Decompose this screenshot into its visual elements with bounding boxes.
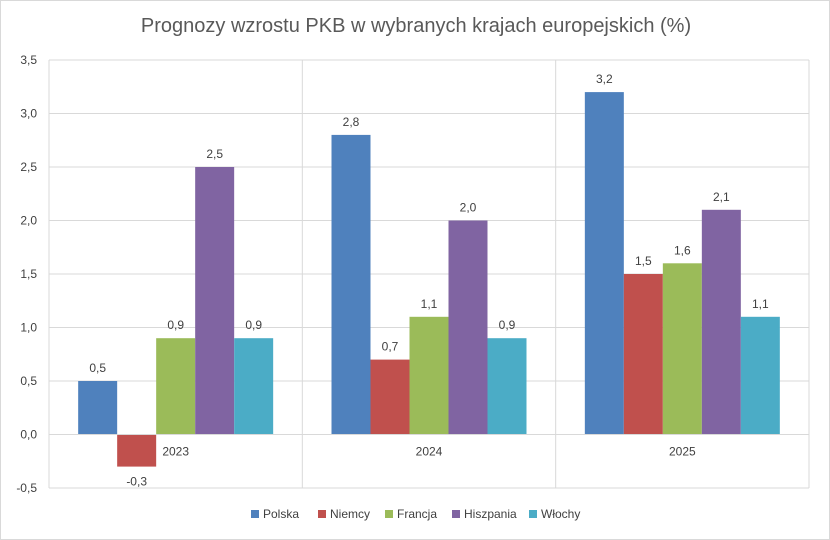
bar-niemcy [370,359,410,435]
bar-polska [584,92,624,435]
legend-label: Francja [397,507,437,521]
data-label: 1,5 [635,254,652,268]
chart-title: Prognozy wzrostu PKB w wybranych krajach… [140,15,692,37]
data-label: 1,6 [674,243,691,257]
bar-niemcy [623,274,663,435]
data-label: 1,1 [752,297,769,311]
data-label: 0,9 [499,318,516,332]
x-axis-categories: 2023 2024 2025 [162,445,696,459]
bar-hiszpania [448,220,488,435]
legend-label: Włochy [541,507,580,521]
bar-polska [78,381,118,435]
y-axis-ticks: -0,5 0,0 0,5 1,0 1,5 2,0 2,5 3,0 3,5 [16,53,37,495]
bar-polska [331,134,371,435]
legend-swatch-francja [385,510,393,518]
y-tick-label: 1,0 [20,321,37,335]
y-tick-label: 2,0 [20,214,37,228]
data-label: 0,9 [245,318,262,332]
y-tick-label: -0,5 [16,481,37,495]
legend-label: Hiszpania [464,507,517,521]
data-label: 0,9 [167,318,184,332]
data-label: 2,1 [713,190,730,204]
bar-niemcy [117,434,157,467]
legend-label: Niemcy [330,507,370,521]
data-label: 1,1 [421,297,438,311]
bar-hiszpania [195,167,235,435]
data-label: 3,2 [596,72,613,86]
data-label: 0,7 [382,340,399,354]
data-label: 2,0 [460,201,477,215]
y-tick-label: 2,5 [20,160,37,174]
x-category-label: 2023 [162,445,189,459]
x-category-label: 2024 [416,445,443,459]
data-label: -0,3 [126,475,147,489]
bar-hiszpania [701,209,741,435]
legend-swatch-włochy [529,510,537,518]
y-tick-label: 3,0 [20,107,37,121]
legend-swatch-polska [251,510,259,518]
y-tick-label: 3,5 [20,53,37,67]
legend: Polska Niemcy Francja Hiszpania Włochy [251,507,580,521]
data-label: 2,8 [343,115,360,129]
bar-włochy [740,316,780,435]
y-tick-label: 0,0 [20,428,37,442]
bar-francja [156,338,196,435]
x-category-label: 2025 [669,445,696,459]
data-label: 2,5 [206,147,223,161]
legend-label: Polska [263,507,299,521]
bars [78,92,780,467]
data-labels: 0,5 -0,3 0,9 2,5 0,9 2,8 0,7 1,1 2,0 0,9 3,2 1,5 1,6… [89,72,769,489]
y-tick-label: 0,5 [20,374,37,388]
bar-francja [409,316,449,435]
bar-włochy [234,338,274,435]
y-tick-label: 1,5 [20,267,37,281]
legend-swatch-hiszpania [452,510,460,518]
data-label: 0,5 [89,361,106,375]
legend-swatch-niemcy [318,510,326,518]
bar-włochy [487,338,527,435]
bar-francja [662,263,702,435]
